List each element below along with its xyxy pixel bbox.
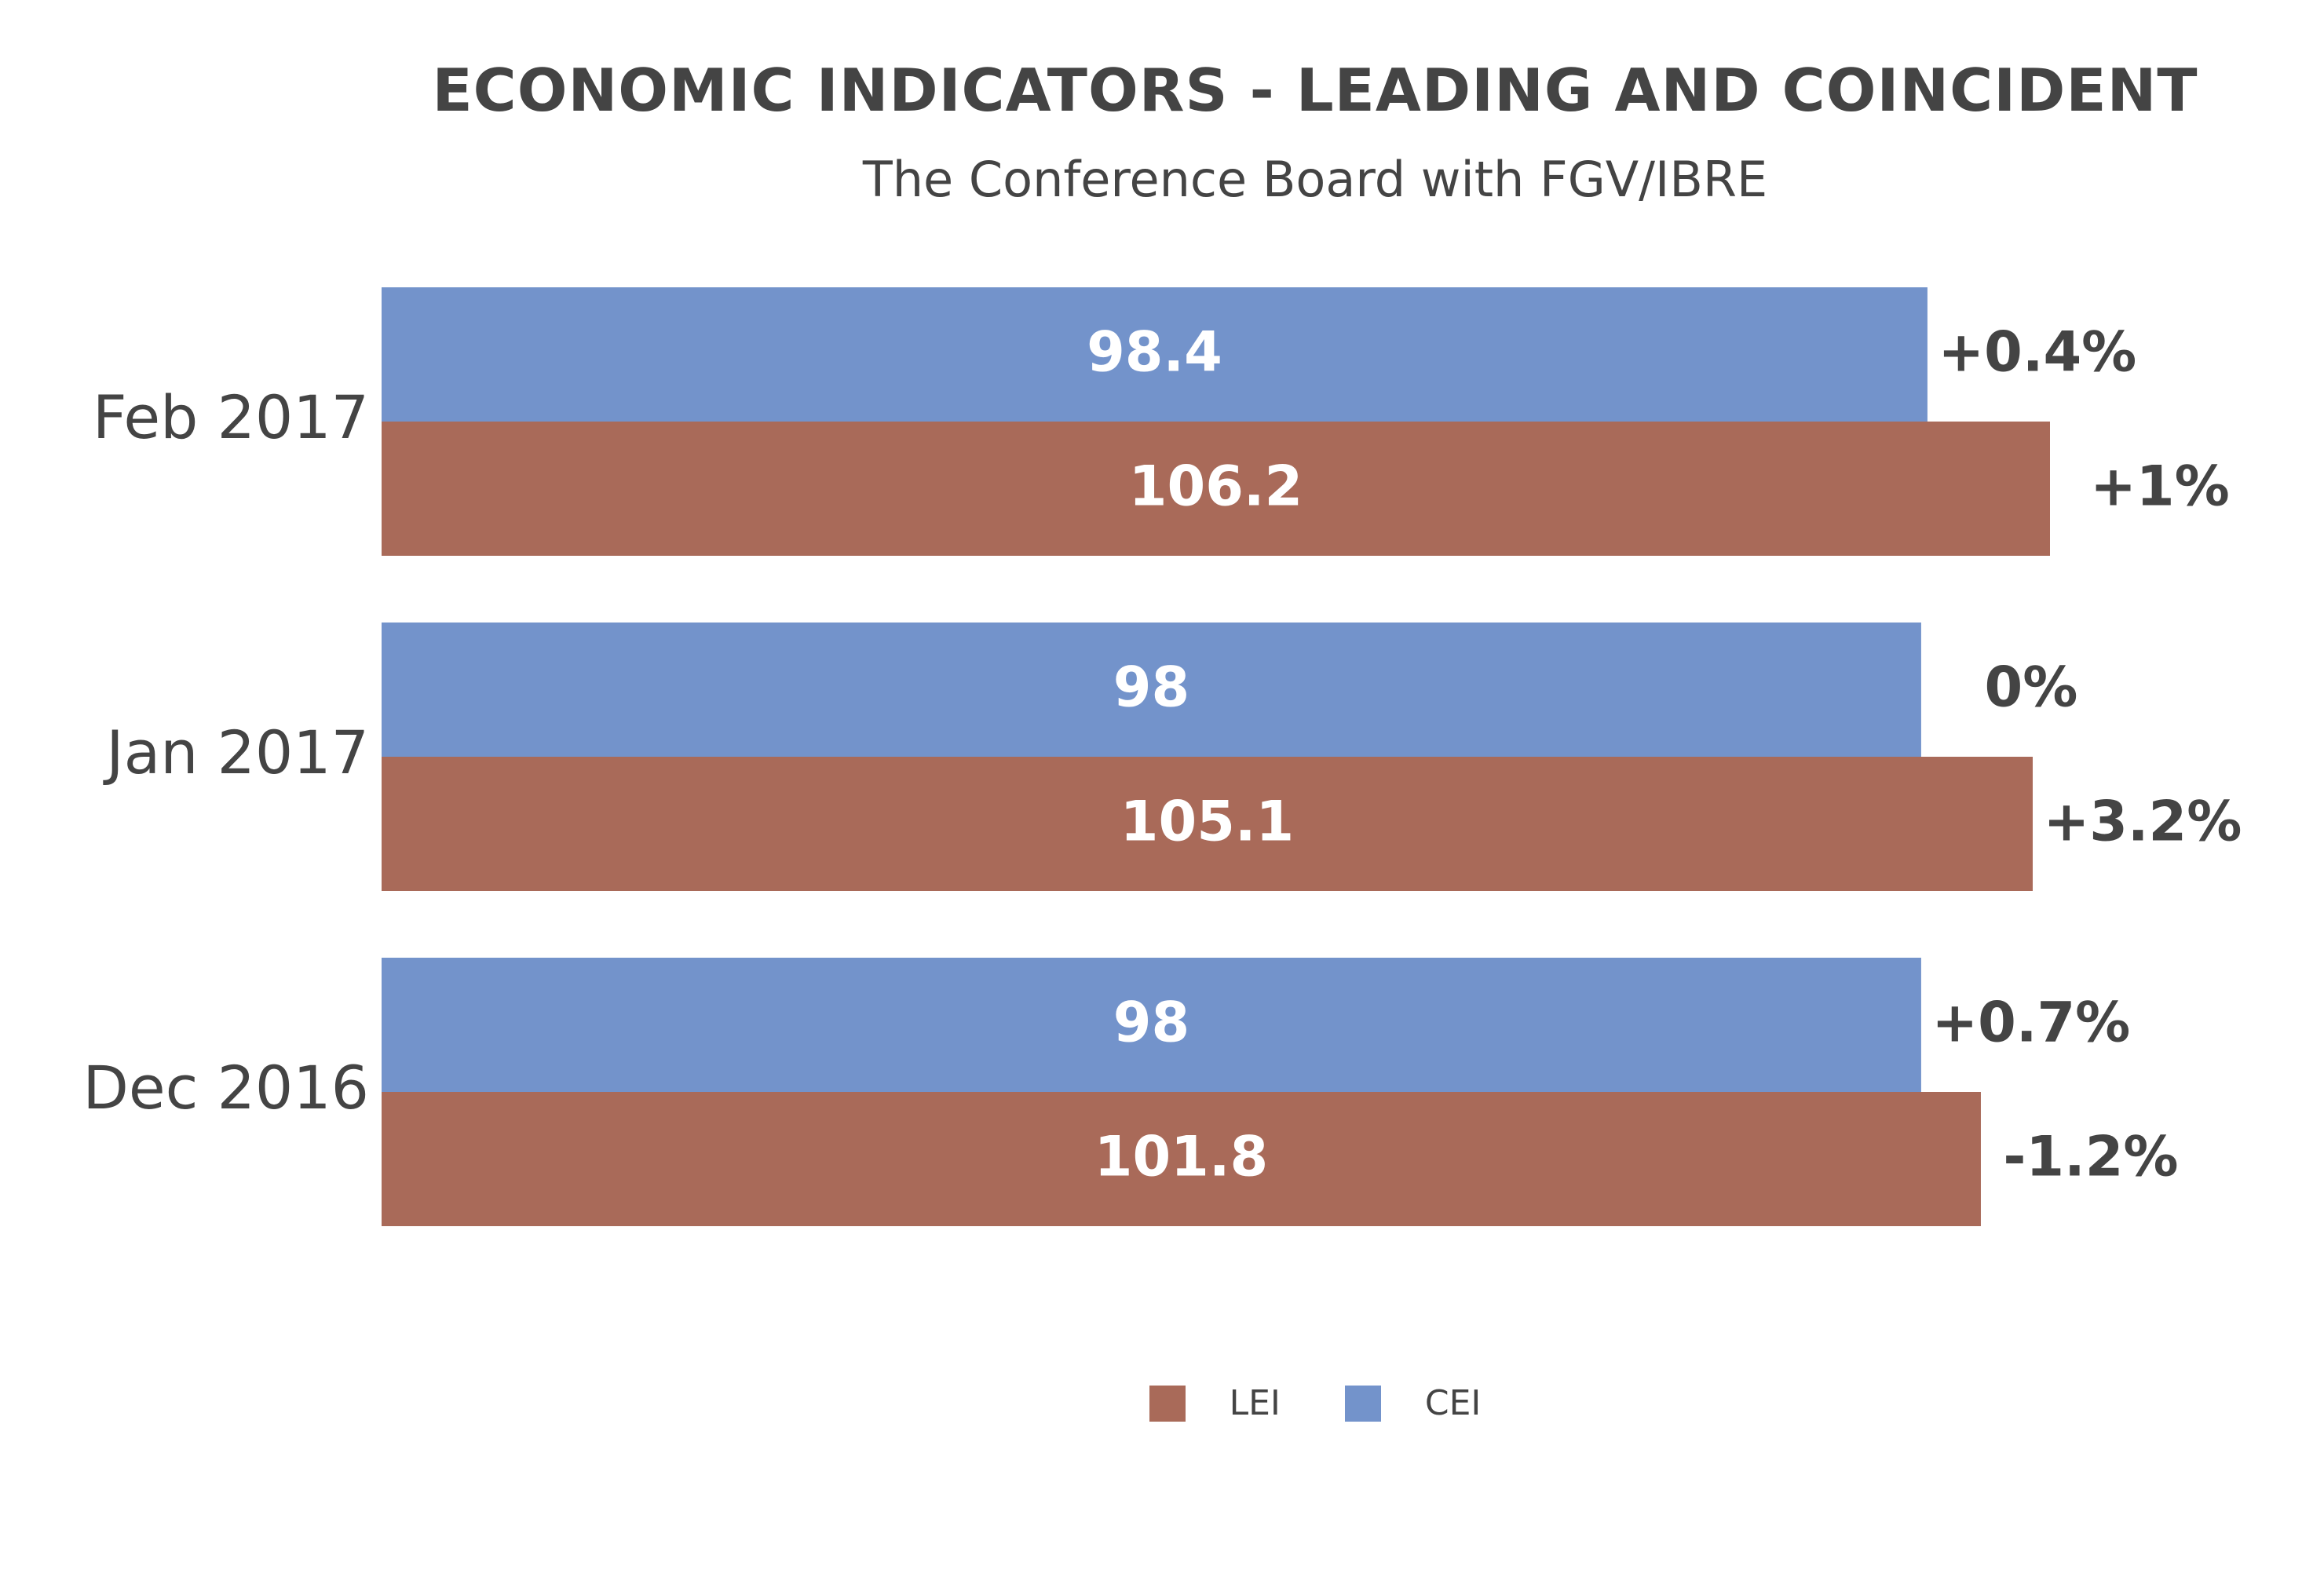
change-label-lei-jan-2017: +3.2% <box>2044 790 2242 854</box>
value-label-cei-dec-2016: 98 <box>1113 991 1189 1055</box>
value-label-lei-dec-2016: 101.8 <box>1094 1125 1268 1189</box>
legend-swatch-cei <box>1344 1386 1381 1422</box>
bar-lei-jan-2017 <box>382 757 2033 891</box>
chart-title: ECONOMIC INDICATORS - LEADING AND COINCI… <box>432 56 2198 125</box>
change-label-lei-dec-2016: -1.2% <box>2003 1125 2178 1189</box>
legend-item-lei[interactable]: LEI <box>1149 1386 1281 1422</box>
change-label-cei-feb-2017: +0.4% <box>1938 320 2137 385</box>
category-label-jan-2017: Jan 2017 <box>103 717 369 787</box>
chart-subtitle: The Conference Board with FGV/IBRE <box>862 151 1768 208</box>
value-label-lei-feb-2017: 106.2 <box>1129 455 1303 519</box>
legend-swatch-lei <box>1149 1386 1186 1422</box>
change-label-cei-dec-2016: +0.7% <box>1932 991 2131 1055</box>
bar-lei-dec-2016 <box>382 1092 1981 1226</box>
bar-lei-feb-2017 <box>382 422 2050 556</box>
legend: LEI CEI <box>0 1386 2324 1422</box>
legend-item-cei[interactable]: CEI <box>1344 1383 1482 1423</box>
bar-cei-feb-2017 <box>382 287 1928 422</box>
bar-cei-dec-2016 <box>382 958 1921 1092</box>
value-label-cei-feb-2017: 98.4 <box>1087 320 1222 385</box>
change-label-lei-feb-2017: +1% <box>2090 455 2230 519</box>
legend-label-cei: CEI <box>1424 1383 1482 1423</box>
bar-cei-jan-2017 <box>382 623 1921 757</box>
legend-label-lei: LEI <box>1229 1383 1281 1423</box>
change-label-cei-jan-2017: 0% <box>1985 655 2078 720</box>
category-label-feb-2017: Feb 2017 <box>93 382 369 452</box>
value-label-cei-jan-2017: 98 <box>1113 655 1189 720</box>
value-label-lei-jan-2017: 105.1 <box>1120 790 1294 854</box>
category-label-dec-2016: Dec 2016 <box>82 1053 369 1123</box>
